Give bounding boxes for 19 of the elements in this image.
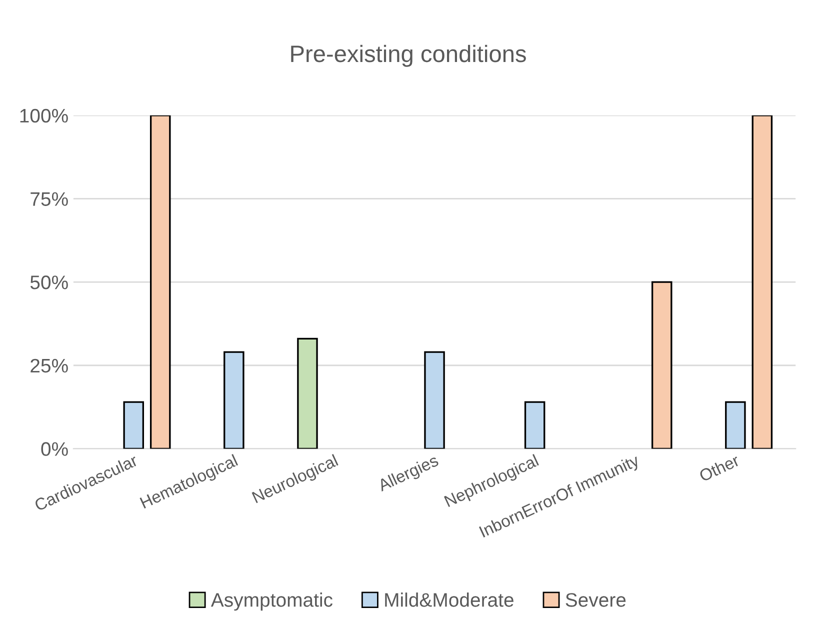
y-tick-label: 25% — [30, 358, 68, 373]
y-tick-label: 75% — [30, 192, 68, 206]
x-tick-label: Other — [698, 454, 740, 482]
bar — [224, 351, 244, 449]
legend-label: Severe — [566, 593, 626, 607]
bar — [297, 338, 318, 449]
y-tick-label: 0% — [41, 442, 68, 456]
y-tick-label: 100% — [20, 108, 68, 123]
y-tick-label: 50% — [30, 276, 68, 290]
bar — [424, 351, 445, 449]
bar — [524, 401, 546, 449]
legend-label: Mild&Moderate — [385, 592, 514, 607]
chart-title: Pre-existing conditions — [291, 44, 526, 67]
bar — [651, 281, 672, 449]
bar — [725, 401, 746, 449]
legend-label: Asymptomatic — [210, 592, 332, 611]
bar — [150, 115, 171, 449]
bar — [123, 401, 144, 449]
bar — [752, 115, 773, 449]
